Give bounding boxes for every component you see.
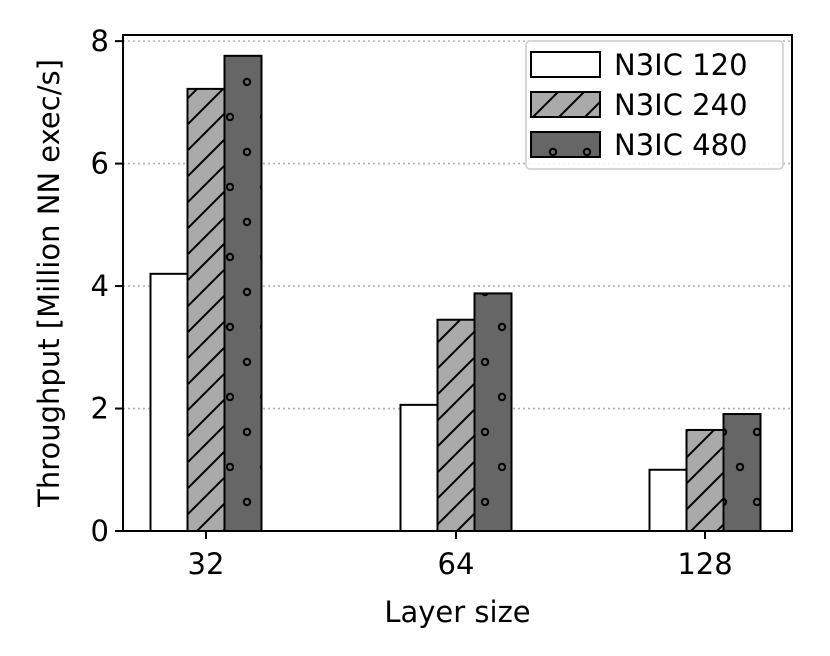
y-tick-label: 8: [91, 24, 109, 58]
x-axis-title: Layer size: [384, 595, 530, 629]
bar-n3ic-120-64: [399, 403, 439, 532]
y-axis-title: Throughput [Million NN exec/s]: [32, 59, 66, 508]
y-tick-label: 2: [91, 392, 109, 426]
legend: N3IC 120 N3IC 240 N3IC 480: [525, 40, 784, 170]
plot-frame: [122, 34, 793, 532]
legend-swatch-n3ic-240: [530, 91, 601, 118]
y-tick-label: 6: [91, 147, 109, 181]
axis-ticks: 0 2 4 6 8 32 64 128: [91, 24, 733, 581]
bar-n3ic-240-32: [186, 87, 226, 533]
bar-n3ic-120-32: [149, 272, 189, 532]
bar-n3ic-240-64: [436, 318, 476, 533]
x-tick-label: 32: [188, 547, 225, 581]
legend-label-n3ic-240: N3IC 240: [614, 88, 748, 122]
y-tick-label: 4: [91, 269, 109, 303]
x-tick-label: 128: [677, 547, 732, 581]
legend-swatch-n3ic-480: [530, 131, 601, 158]
legend-label-n3ic-480: N3IC 480: [614, 128, 748, 162]
bar-n3ic-480-128: [722, 413, 762, 532]
bar-n3ic-240-128: [685, 428, 725, 532]
bar-n3ic-120-128: [648, 468, 688, 533]
legend-swatch-n3ic-120: [530, 51, 601, 78]
bar-n3ic-480-32: [223, 54, 263, 532]
bar-n3ic-480-64: [473, 292, 513, 532]
y-tick-label: 0: [91, 514, 109, 548]
legend-label-n3ic-120: N3IC 120: [614, 48, 748, 82]
x-tick-label: 64: [438, 547, 475, 581]
